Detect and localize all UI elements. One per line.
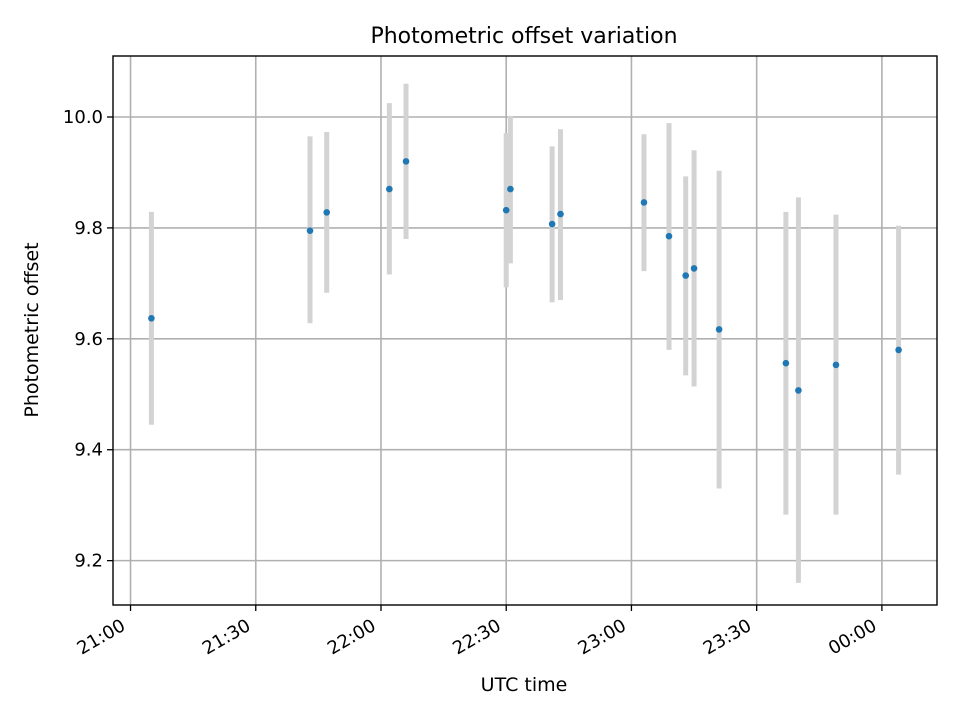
x-tick-label: 21:00: [74, 615, 129, 659]
y-axis-label: Photometric offset: [21, 242, 43, 417]
data-point: [715, 326, 723, 333]
x-tick-label: 22:00: [324, 615, 379, 659]
error-bars: [148, 83, 902, 583]
data-point: [832, 361, 840, 369]
x-tick-label: 23:00: [575, 615, 630, 659]
data-point: [640, 199, 648, 206]
data-point: [782, 359, 790, 367]
y-tick-label: 9.6: [74, 329, 103, 350]
data-point: [895, 346, 902, 354]
data-point: [148, 315, 155, 322]
y-tick-label: 10.0: [63, 107, 103, 128]
data-point: [557, 210, 564, 218]
y-tick-label: 9.8: [74, 218, 103, 239]
data-point: [548, 220, 556, 228]
data-point: [502, 206, 510, 214]
data-points: [148, 158, 902, 394]
x-tick-label: 23:30: [700, 615, 755, 659]
x-tick-label: 21:30: [199, 615, 254, 659]
data-point: [323, 209, 331, 216]
x-axis-label: UTC time: [481, 674, 568, 696]
y-tick-label: 9.2: [74, 551, 103, 572]
x-tick-label: 00:00: [825, 615, 880, 659]
plot-area-frame: [112, 55, 938, 606]
grid-lines: [113, 56, 937, 605]
chart-title: Photometric offset variation: [370, 24, 677, 49]
data-point: [682, 272, 690, 279]
data-point: [402, 158, 410, 165]
data-point: [795, 387, 802, 394]
data-point: [386, 185, 393, 193]
data-point: [665, 232, 673, 240]
axis-ticks: 21:00 21:30 22:00 22:30 23:00 23:30 00:00 9.2 9.…: [63, 107, 883, 659]
data-point: [690, 265, 698, 272]
data-point: [507, 185, 514, 193]
x-tick-label: 22:30: [449, 615, 504, 659]
data-point: [306, 227, 314, 234]
y-tick-label: 9.4: [74, 440, 103, 461]
